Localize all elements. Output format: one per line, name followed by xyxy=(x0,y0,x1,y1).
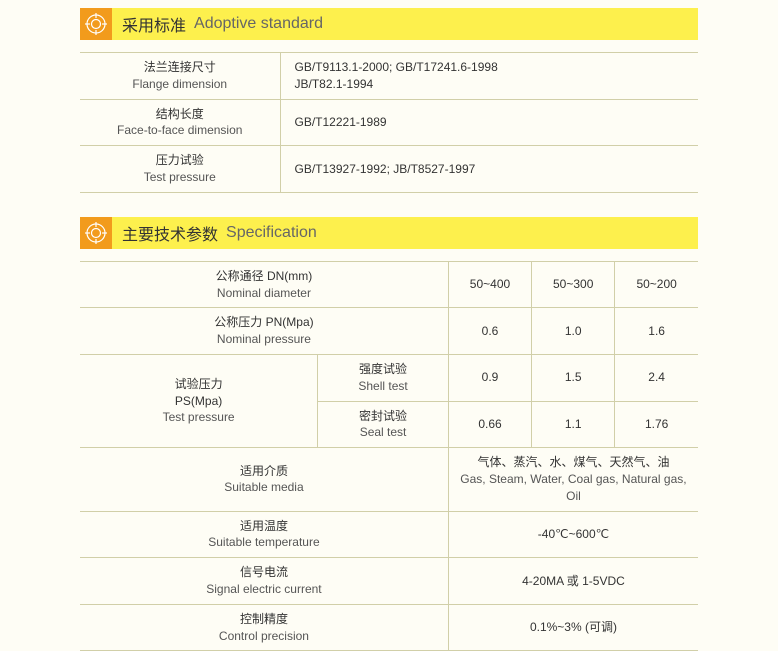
row-label-en: Face-to-face dimension xyxy=(88,122,272,139)
sub-label-en: Seal test xyxy=(326,424,440,441)
row-label-cn: 适用介质 xyxy=(88,463,440,480)
row-label-en: Control precision xyxy=(88,628,440,645)
table-row: 适用温度 Suitable temperature -40℃~600℃ xyxy=(80,511,698,558)
cell-value-cn: 气体、蒸汽、水、煤气、天然气、油 xyxy=(457,454,690,471)
row-label-en: Flange dimension xyxy=(88,76,272,93)
row-value: GB/T13927-1992; JB/T8527-1997 xyxy=(295,161,691,178)
cell-value: 1.6 xyxy=(615,308,698,355)
table-row: 法兰连接尺寸 Flange dimension GB/T9113.1-2000;… xyxy=(80,53,698,100)
row-label-cn: 公称压力 PN(Mpa) xyxy=(88,314,440,331)
row-label-en: Suitable media xyxy=(88,479,440,496)
cell-value-en: Gas, Steam, Water, Coal gas, Natural gas… xyxy=(457,471,690,505)
table-row: 压力试验 Test pressure GB/T13927-1992; JB/T8… xyxy=(80,146,698,193)
cell-value: 0.66 xyxy=(448,401,531,448)
cell-value: -40℃~600℃ xyxy=(448,511,698,558)
row-value: GB/T12221-1989 xyxy=(295,114,691,131)
cell-value: 0.6 xyxy=(448,308,531,355)
row-label-en: Signal electric current xyxy=(88,581,440,598)
table-row: 结构长度 Face-to-face dimension GB/T12221-19… xyxy=(80,99,698,146)
row-value: GB/T9113.1-2000; GB/T17241.6-1998 xyxy=(295,59,691,76)
row-label-cn: 适用温度 xyxy=(88,518,440,535)
cell-value: 1.5 xyxy=(532,354,615,401)
sub-label-en: Shell test xyxy=(326,378,440,395)
table-row: 信号电流 Signal electric current 4-20MA 或 1-… xyxy=(80,558,698,605)
cell-value: 50~400 xyxy=(448,261,531,308)
section-title-cn: 采用标准 xyxy=(122,12,186,36)
section-title-en: Adoptive standard xyxy=(194,15,323,33)
table-row: 控制精度 Control precision 0.1%~3% (可调) xyxy=(80,604,698,651)
row-label-cn: 压力试验 xyxy=(88,152,272,169)
row-label-cn: 控制精度 xyxy=(88,611,440,628)
cell-value: 1.0 xyxy=(532,308,615,355)
row-label-cn: 信号电流 xyxy=(88,564,440,581)
spec-table: 公称通径 DN(mm) Nominal diameter 50~400 50~3… xyxy=(80,261,698,651)
cell-value: 1.76 xyxy=(615,401,698,448)
row-label-en: Suitable temperature xyxy=(88,534,440,551)
cell-value: 2.4 xyxy=(615,354,698,401)
table-row: 试验压力 PS(Mpa) Test pressure 强度试验 Shell te… xyxy=(80,354,698,401)
sub-label-cn: 强度试验 xyxy=(326,361,440,378)
row-label-mid: PS(Mpa) xyxy=(88,393,309,410)
row-label-cn: 法兰连接尺寸 xyxy=(88,59,272,76)
section-title-cn: 主要技术参数 xyxy=(122,221,218,245)
row-label-cn: 结构长度 xyxy=(88,106,272,123)
cell-value: 1.1 xyxy=(532,401,615,448)
section-header-standard: 采用标准 Adoptive standard xyxy=(80,8,698,40)
cell-value: 50~200 xyxy=(615,261,698,308)
section-header-spec: 主要技术参数 Specification xyxy=(80,217,698,249)
target-icon xyxy=(80,8,112,40)
row-label-en: Test pressure xyxy=(88,409,309,426)
row-label-en: Nominal pressure xyxy=(88,331,440,348)
row-value: JB/T82.1-1994 xyxy=(295,76,691,93)
row-label-en: Nominal diameter xyxy=(88,285,440,302)
cell-value: 0.9 xyxy=(448,354,531,401)
row-label-en: Test pressure xyxy=(88,169,272,186)
cell-value: 0.1%~3% (可调) xyxy=(448,604,698,651)
target-icon xyxy=(80,217,112,249)
cell-value: 50~300 xyxy=(532,261,615,308)
table-row: 公称压力 PN(Mpa) Nominal pressure 0.6 1.0 1.… xyxy=(80,308,698,355)
cell-value: 4-20MA 或 1-5VDC xyxy=(448,558,698,605)
sub-label-cn: 密封试验 xyxy=(326,408,440,425)
row-label-cn: 公称通径 DN(mm) xyxy=(88,268,440,285)
table-row: 公称通径 DN(mm) Nominal diameter 50~400 50~3… xyxy=(80,261,698,308)
section-title-en: Specification xyxy=(226,224,317,242)
table-row: 适用介质 Suitable media 气体、蒸汽、水、煤气、天然气、油 Gas… xyxy=(80,448,698,511)
standard-table: 法兰连接尺寸 Flange dimension GB/T9113.1-2000;… xyxy=(80,52,698,193)
row-label-cn: 试验压力 xyxy=(88,376,309,393)
